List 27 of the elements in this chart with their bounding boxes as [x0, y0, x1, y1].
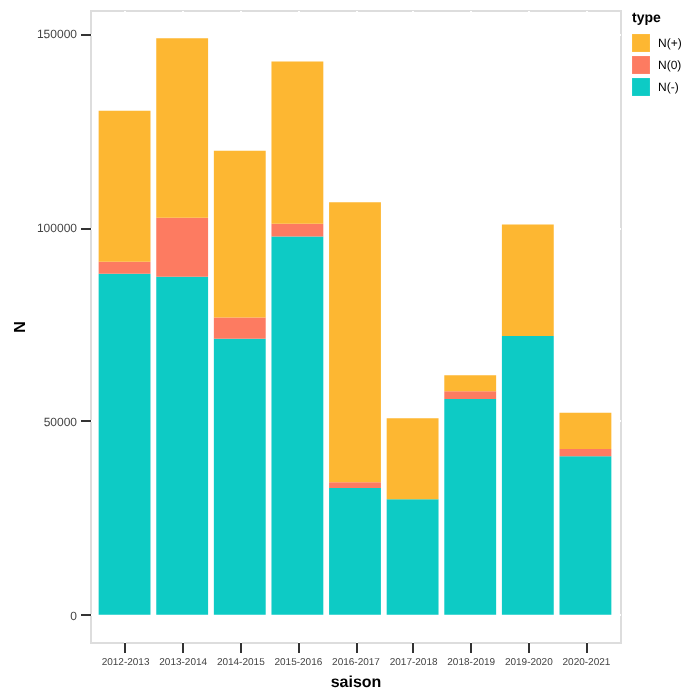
bar	[559, 412, 612, 449]
bar	[501, 224, 554, 337]
bar	[213, 150, 266, 318]
bar	[386, 499, 439, 615]
bar	[156, 38, 209, 218]
bar	[213, 338, 266, 615]
bar	[501, 336, 554, 615]
bar	[98, 273, 151, 615]
bar	[156, 276, 209, 615]
bar	[329, 482, 381, 489]
bar	[386, 418, 439, 500]
bar	[444, 375, 497, 392]
bar	[98, 110, 151, 262]
bar	[271, 223, 324, 237]
bar	[271, 236, 324, 615]
bar	[98, 261, 151, 274]
bar	[559, 456, 612, 615]
bar	[156, 217, 209, 277]
y-axis-title: N	[10, 320, 29, 333]
x-axis-title: saison	[330, 673, 382, 691]
bar	[329, 202, 381, 483]
bar	[559, 448, 612, 457]
bar	[444, 398, 497, 615]
bar	[213, 317, 266, 339]
bar	[271, 61, 324, 224]
bar	[444, 391, 497, 399]
bar	[329, 488, 381, 615]
